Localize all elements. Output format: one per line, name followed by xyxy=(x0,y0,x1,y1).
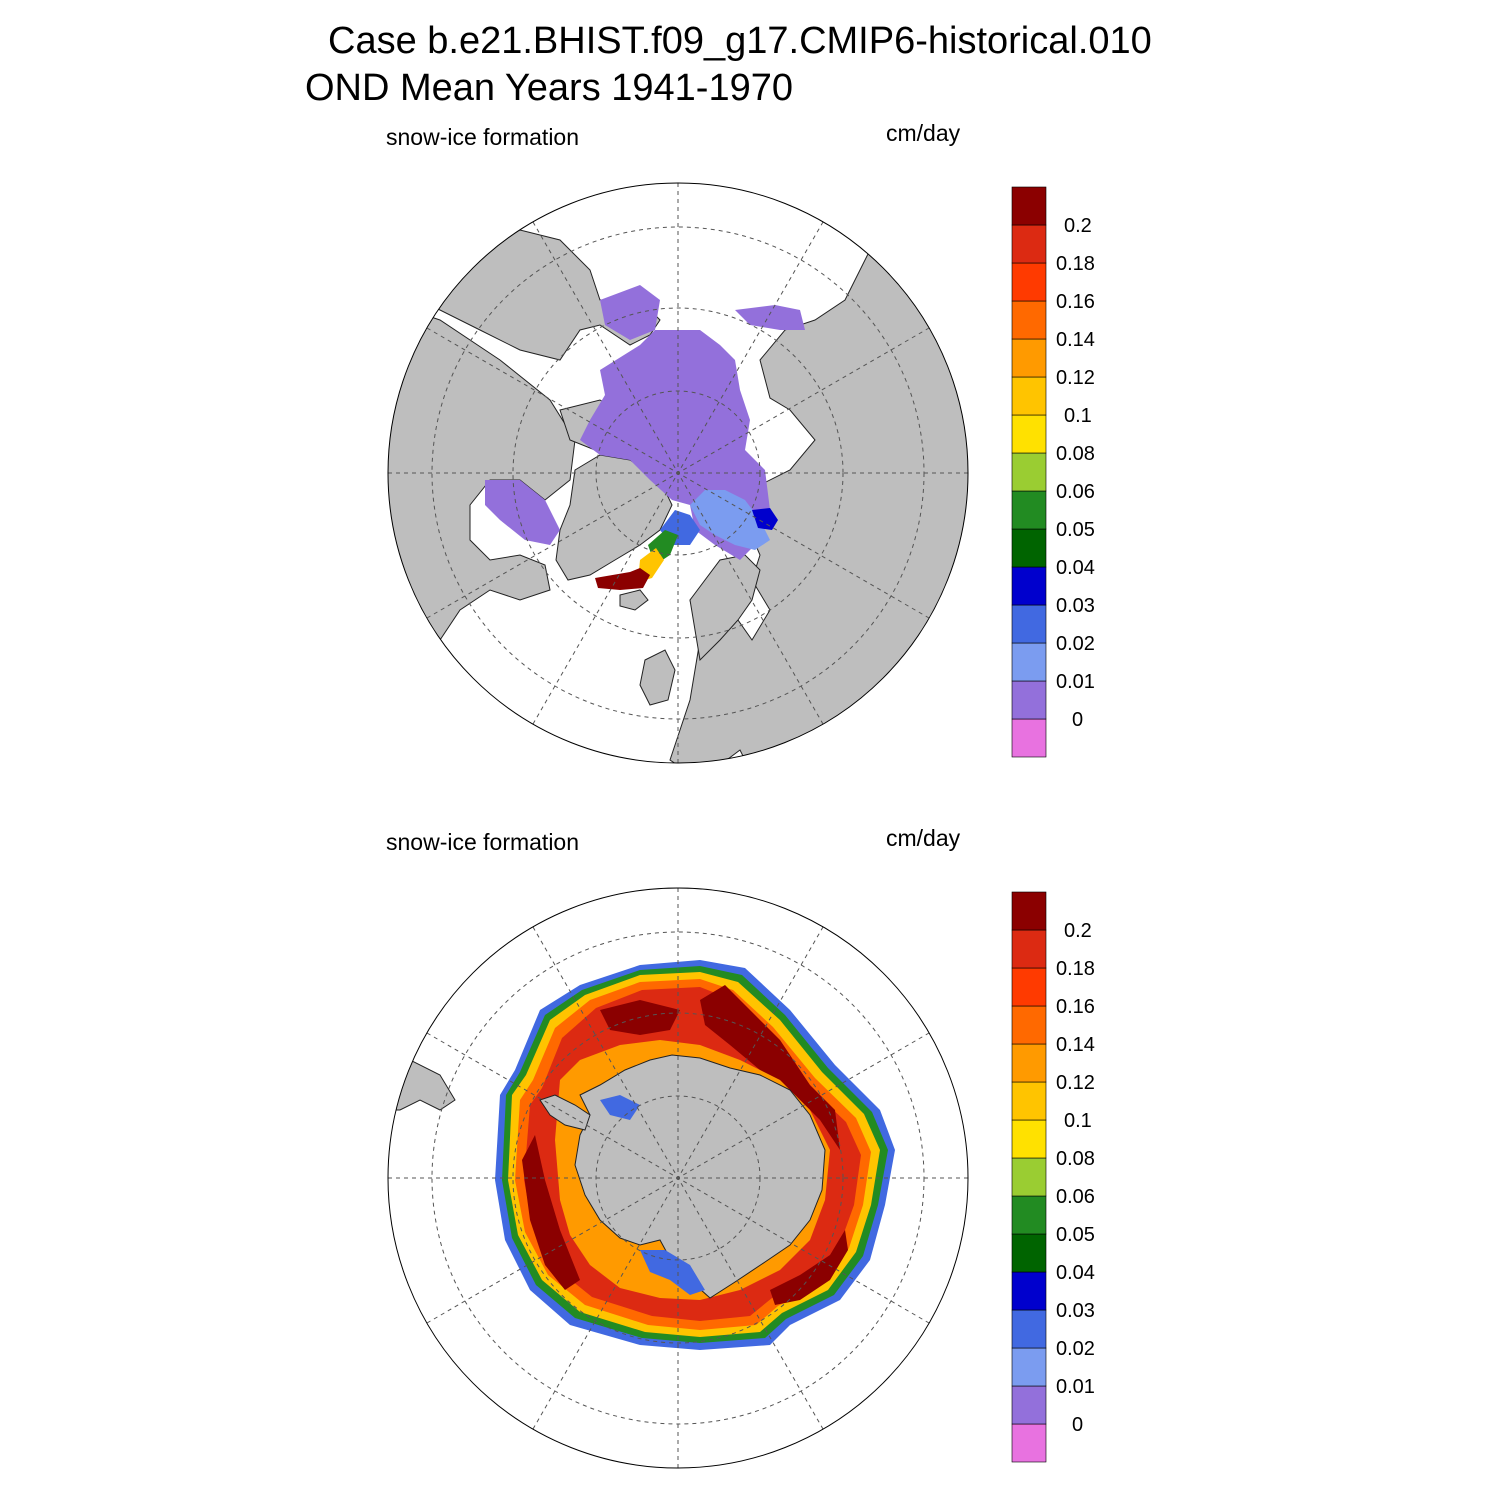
south-land-antarctica xyxy=(574,1054,826,1299)
north-field-barents xyxy=(690,490,770,550)
north-colorbar: 0 0.01 0.02 0.03 0.04 0.05 0.06 0.08 0.1 0.12 0.14… xyxy=(1011,186,1095,758)
south-colorbar-tick-label: 0.18 xyxy=(1056,958,1095,980)
south-colorbar-tick-label: 0.06 xyxy=(1056,1186,1095,1208)
north-colorbar-box xyxy=(1011,262,1047,302)
figure-title-case: Case b.e21.BHIST.f09_g17.CMIP6-historica… xyxy=(328,20,1152,62)
south-colorbar-box xyxy=(1011,1271,1047,1311)
north-colorbar-box xyxy=(1011,376,1047,416)
south-graticule xyxy=(388,888,968,1468)
north-colorbar-box xyxy=(1011,604,1047,644)
north-colorbar-tick-label: 0.02 xyxy=(1056,633,1095,655)
north-field-greenland-sea-red xyxy=(595,568,650,590)
north-map-border xyxy=(387,182,969,764)
south-colorbar-tick-label: 0.2 xyxy=(1064,920,1092,942)
north-colorbar-box xyxy=(1011,414,1047,454)
south-colorbar-box xyxy=(1011,1347,1047,1387)
south-colorbar-tick-label: 0 xyxy=(1072,1414,1083,1436)
south-colorbar-box xyxy=(1011,1043,1047,1083)
north-colorbar-tick-label: 0.2 xyxy=(1064,215,1092,237)
south-colorbar-box xyxy=(1011,967,1047,1007)
figure-title-period: OND Mean Years 1941-1970 xyxy=(305,67,793,109)
south-colorbar-tick-label: 0.14 xyxy=(1056,1034,1095,1056)
north-variable-label: snow-ice formation xyxy=(386,124,580,150)
north-colorbar-box xyxy=(1011,490,1047,530)
south-field-core-weddell xyxy=(522,1135,580,1290)
north-colorbar-box xyxy=(1011,642,1047,682)
north-polar-map xyxy=(387,182,969,764)
south-field-core-pacific xyxy=(770,1230,848,1305)
south-field-ross-blue xyxy=(640,1250,705,1295)
south-colorbar-box xyxy=(1011,1119,1047,1159)
north-colorbar-tick-label: 0.12 xyxy=(1056,367,1095,389)
north-colorbar-tick-label: 0 xyxy=(1072,709,1083,731)
north-colorbar-tick-label: 0.08 xyxy=(1056,443,1095,465)
south-field-core-indian xyxy=(700,985,840,1150)
south-colorbar-box xyxy=(1011,1309,1047,1349)
north-land-iceland xyxy=(619,589,649,611)
north-field-chukchi xyxy=(600,285,660,340)
south-colorbar-tick-label: 0.08 xyxy=(1056,1148,1095,1170)
south-land-antarctic-peninsula xyxy=(539,1094,591,1131)
south-colorbar-box xyxy=(1011,1081,1047,1121)
north-colorbar-box xyxy=(1011,680,1047,720)
south-map-border xyxy=(387,887,969,1469)
north-field-barents-inner xyxy=(752,508,778,530)
south-colorbar-box xyxy=(1011,1233,1047,1273)
north-colorbar-tick-label: 0.14 xyxy=(1056,329,1095,351)
north-colorbar-tick-label: 0.05 xyxy=(1056,519,1095,541)
south-variable-label: snow-ice formation xyxy=(386,829,580,855)
north-colorbar-box xyxy=(1011,566,1047,606)
south-colorbar-tick-label: 0.12 xyxy=(1056,1072,1095,1094)
south-colorbar-box xyxy=(1011,891,1047,931)
south-field-weddell-blue xyxy=(600,1095,640,1120)
north-colorbar-tick-label: 0.03 xyxy=(1056,595,1095,617)
north-colorbar-box xyxy=(1011,186,1047,226)
south-colorbar-box xyxy=(1011,1195,1047,1235)
north-colorbar-box xyxy=(1011,338,1047,378)
south-colorbar: 0 0.01 0.02 0.03 0.04 0.05 0.06 0.08 0.1 0.12 0.14… xyxy=(1011,891,1095,1463)
north-colorbar-tick-label: 0.01 xyxy=(1056,671,1095,693)
south-colorbar-tick-label: 0.03 xyxy=(1056,1300,1095,1322)
north-colorbar-box xyxy=(1011,224,1047,264)
south-colorbar-tick-label: 0.1 xyxy=(1064,1110,1092,1132)
south-colorbar-box xyxy=(1011,1385,1047,1425)
north-units-label: cm/day xyxy=(886,120,961,146)
south-colorbar-tick-label: 0.16 xyxy=(1056,996,1095,1018)
south-colorbar-tick-label: 0.02 xyxy=(1056,1338,1095,1360)
north-colorbar-box xyxy=(1011,452,1047,492)
north-graticule xyxy=(388,183,968,763)
south-colorbar-box xyxy=(1011,1005,1047,1045)
south-colorbar-tick-label: 0.01 xyxy=(1056,1376,1095,1398)
south-colorbar-box xyxy=(1011,929,1047,969)
north-colorbar-tick-label: 0.06 xyxy=(1056,481,1095,503)
south-colorbar-tick-label: 0.04 xyxy=(1056,1262,1095,1284)
north-colorbar-box xyxy=(1011,528,1047,568)
north-field-okhotsk xyxy=(735,305,805,330)
north-colorbar-tick-label: 0.1 xyxy=(1064,405,1092,427)
north-colorbar-tick-label: 0.16 xyxy=(1056,291,1095,313)
south-units-label: cm/day xyxy=(886,825,961,851)
south-colorbar-tick-label: 0.05 xyxy=(1056,1224,1095,1246)
north-colorbar-tick-label: 0.04 xyxy=(1056,557,1095,579)
north-colorbar-box xyxy=(1011,718,1047,758)
south-colorbar-box xyxy=(1011,1423,1047,1463)
south-colorbar-box xyxy=(1011,1157,1047,1197)
north-colorbar-tick-label: 0.18 xyxy=(1056,253,1095,275)
north-land-british-isles xyxy=(639,649,676,706)
south-polar-map xyxy=(387,887,969,1469)
north-field-hudson-bay xyxy=(485,480,560,545)
north-colorbar-box xyxy=(1011,300,1047,340)
north-land-scandinavia xyxy=(689,554,761,662)
